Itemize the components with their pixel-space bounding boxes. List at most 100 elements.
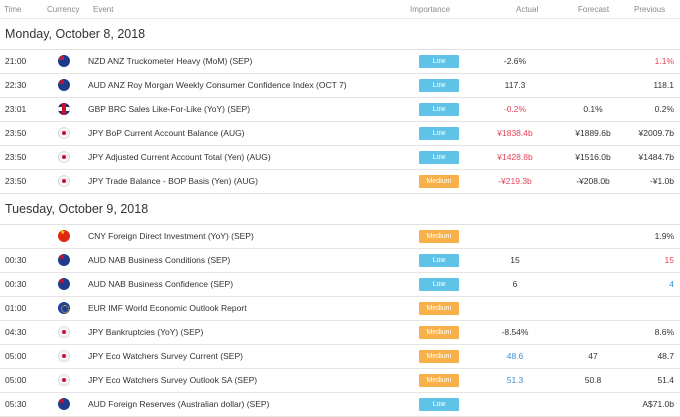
event-name[interactable]: CNY Foreign Direct Investment (YoY) (SEP… (88, 231, 254, 241)
actual-value: ¥1838.4b (497, 128, 533, 138)
event-row[interactable]: 00:30 AUD NAB Business Confidence (SEP) Lo… (0, 273, 680, 297)
event-time: 23:50 (5, 152, 27, 162)
nz-flag-icon (58, 55, 70, 67)
header-forecast: Forecast (578, 5, 610, 14)
day-heading: Monday, October 8, 2018 (0, 19, 680, 50)
event-row[interactable]: 22:30 AUD ANZ Roy Morgan Weekly Consumer … (0, 74, 680, 98)
previous-value: A$71.0b (642, 399, 674, 409)
forecast-value: 0.1% (583, 104, 603, 114)
event-time: 05:00 (5, 351, 27, 361)
event-row[interactable]: 23:50 JPY BoP Current Account Balance (AU… (0, 122, 680, 146)
event-name[interactable]: JPY Adjusted Current Account Total (Yen)… (88, 152, 271, 162)
actual-value: -¥219.3b (498, 176, 532, 186)
economic-calendar: Monday, October 8, 2018 21:00 NZD ANZ Truc… (0, 19, 680, 417)
importance-badge: Medium (419, 230, 459, 243)
event-row[interactable]: 05:30 AUD Foreign Reserves (Australian do… (0, 393, 680, 417)
jp-flag-icon (58, 151, 70, 163)
table-header: Time Currency Event Importance Actual Fo… (0, 0, 680, 19)
forecast-value: -¥208.0b (576, 176, 610, 186)
event-time: 01:00 (5, 303, 27, 313)
event-time: 21:00 (5, 56, 27, 66)
jp-flag-icon (58, 374, 70, 386)
previous-value: 0.2% (654, 104, 674, 114)
event-row[interactable]: CNY Foreign Direct Investment (YoY) (SEP… (0, 225, 680, 249)
importance-badge: Low (419, 127, 459, 140)
cn-flag-icon (58, 230, 70, 242)
event-name[interactable]: JPY Eco Watchers Survey Outlook SA (SEP) (88, 375, 258, 385)
actual-value: -8.54% (501, 327, 529, 337)
jp-flag-icon (58, 326, 70, 338)
importance-badge: Low (419, 79, 459, 92)
gb-flag-icon (58, 103, 70, 115)
eu-flag-icon (58, 302, 70, 314)
event-row[interactable]: 01:00 EUR IMF World Economic Outlook Repo… (0, 297, 680, 321)
header-actual: Actual (516, 5, 539, 14)
event-name[interactable]: JPY Trade Balance - BOP Basis (Yen) (AUG… (88, 176, 258, 186)
event-row[interactable]: 23:50 JPY Trade Balance - BOP Basis (Yen)… (0, 170, 680, 194)
forecast-value: ¥1889.6b (575, 128, 611, 138)
importance-badge: Low (419, 254, 459, 267)
actual-value: 48.6 (506, 351, 524, 361)
previous-value: 118.1 (653, 80, 674, 90)
event-name[interactable]: NZD ANZ Truckometer Heavy (MoM) (SEP) (88, 56, 253, 66)
importance-badge: Low (419, 278, 459, 291)
event-name[interactable]: AUD ANZ Roy Morgan Weekly Consumer Confi… (88, 80, 347, 90)
previous-value: 4 (669, 279, 674, 289)
event-name[interactable]: JPY BoP Current Account Balance (AUG) (88, 128, 245, 138)
header-importance: Importance (410, 5, 451, 14)
importance-badge: Medium (419, 302, 459, 315)
previous-value: 8.6% (654, 327, 674, 337)
event-row[interactable]: 21:00 NZD ANZ Truckometer Heavy (MoM) (SE… (0, 50, 680, 74)
event-time: 23:01 (5, 104, 27, 114)
event-time: 00:30 (5, 255, 27, 265)
previous-value: 48.7 (657, 351, 674, 361)
event-time: 04:30 (5, 327, 27, 337)
event-row[interactable]: 23:01 GBP BRC Sales Like-For-Like (YoY) (… (0, 98, 680, 122)
au-flag-icon (58, 254, 70, 266)
event-name[interactable]: AUD Foreign Reserves (Australian dollar)… (88, 399, 270, 409)
jp-flag-icon (58, 127, 70, 139)
previous-value: 15 (664, 255, 674, 265)
event-time: 05:00 (5, 375, 27, 385)
jp-flag-icon (58, 350, 70, 362)
previous-value: ¥1484.7b (638, 152, 674, 162)
forecast-value: ¥1516.0b (575, 152, 611, 162)
importance-badge: Low (419, 151, 459, 164)
event-name[interactable]: GBP BRC Sales Like-For-Like (YoY) (SEP) (88, 104, 251, 114)
event-row[interactable]: 05:00 JPY Eco Watchers Survey Outlook SA … (0, 369, 680, 393)
event-time: 00:30 (5, 279, 27, 289)
event-name[interactable]: JPY Bankruptcies (YoY) (SEP) (88, 327, 204, 337)
actual-value: 15 (510, 255, 520, 265)
previous-value: 51.4 (657, 375, 674, 385)
event-name[interactable]: AUD NAB Business Conditions (SEP) (88, 255, 231, 265)
event-time: 23:50 (5, 128, 27, 138)
au-flag-icon (58, 79, 70, 91)
event-row[interactable]: 04:30 JPY Bankruptcies (YoY) (SEP) Medium -… (0, 321, 680, 345)
previous-value: -¥1.0b (649, 176, 674, 186)
event-name[interactable]: JPY Eco Watchers Survey Current (SEP) (88, 351, 243, 361)
event-name[interactable]: AUD NAB Business Confidence (SEP) (88, 279, 234, 289)
header-event: Event (93, 5, 114, 14)
actual-value: 51.3 (506, 375, 524, 385)
actual-value: ¥1428.8b (497, 152, 533, 162)
event-row[interactable]: 00:30 AUD NAB Business Conditions (SEP) Lo… (0, 249, 680, 273)
event-row[interactable]: 05:00 JPY Eco Watchers Survey Current (SE… (0, 345, 680, 369)
importance-badge: Low (419, 55, 459, 68)
event-row[interactable]: 23:50 JPY Adjusted Current Account Total … (0, 146, 680, 170)
actual-value: 6 (512, 279, 518, 289)
jp-flag-icon (58, 175, 70, 187)
day-heading: Tuesday, October 9, 2018 (0, 194, 680, 225)
event-name[interactable]: EUR IMF World Economic Outlook Report (88, 303, 247, 313)
previous-value: 1.9% (654, 231, 674, 241)
importance-badge: Low (419, 398, 459, 411)
importance-badge: Medium (419, 326, 459, 339)
actual-value: -0.2% (503, 104, 527, 114)
previous-value: ¥2009.7b (638, 128, 674, 138)
importance-badge: Medium (419, 175, 459, 188)
event-time: 05:30 (5, 399, 27, 409)
au-flag-icon (58, 278, 70, 290)
header-previous: Previous (634, 5, 666, 14)
forecast-value: 47 (588, 351, 598, 361)
event-time: 22:30 (5, 80, 27, 90)
previous-value: 1.1% (654, 56, 674, 66)
